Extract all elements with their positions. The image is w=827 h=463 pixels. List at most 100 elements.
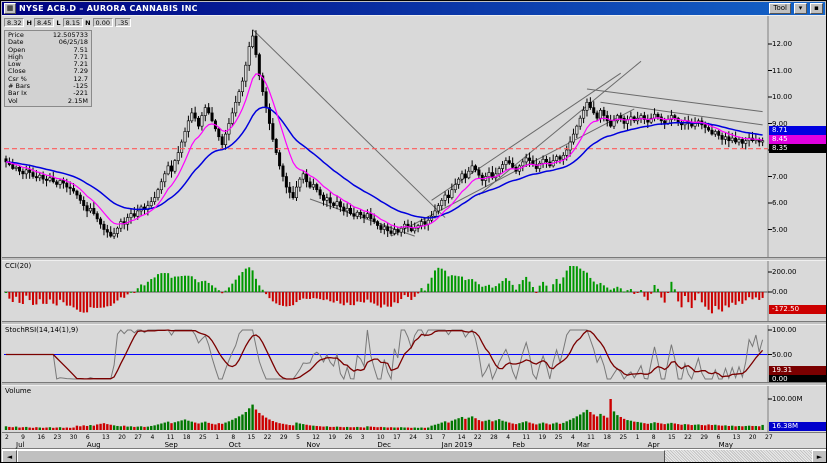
week-label: 6 (716, 434, 721, 441)
week-label: 22 (684, 434, 692, 441)
week-label: 20 (118, 434, 126, 441)
week-label: 27 (765, 434, 773, 441)
quote-cell: 8.15 (62, 18, 84, 27)
month-label: Apr (647, 441, 660, 449)
chart-app-icon[interactable]: ▦ (4, 3, 16, 14)
price-value-box: 8.35 (769, 144, 826, 154)
week-label: 25 (619, 434, 628, 441)
date-axis: 2 9 16 23 30 6 13 20 27 4 11 18 25 1 8 15 22 29 5 12 19 26 3 10… (2, 433, 826, 449)
week-label: 6 (85, 434, 90, 441)
titlebar-tool-button[interactable]: Tool (769, 3, 791, 14)
quote-cell: H (26, 18, 32, 27)
week-label: 1 (635, 434, 640, 441)
info-value: 7.21 (73, 60, 88, 69)
scroll-left-button[interactable]: ◄ (2, 450, 17, 462)
week-label: 24 (409, 434, 417, 441)
info-label: Csr % (8, 74, 27, 83)
info-row: Date 06/25/18 (8, 38, 88, 47)
info-row: High 7.71 (8, 52, 88, 61)
volume-label: Volume (5, 387, 32, 395)
info-value: 06/25/18 (58, 38, 88, 47)
quote-cell: 8.45 (33, 18, 55, 27)
info-row: Open 7.51 (8, 45, 88, 54)
price-axis-label: 12.00 (772, 40, 793, 48)
info-label: # Bars (8, 82, 31, 91)
week-label: 17 (393, 434, 401, 441)
cci-value-box: -172.50 (769, 305, 826, 315)
stochrsi-axis-label: 50.00 (772, 350, 793, 359)
stochrsi-axis-label: 100.00 (772, 326, 797, 334)
week-label: 16 (37, 434, 45, 441)
week-label: 29 (279, 434, 288, 441)
price-axis-label: 11.00 (772, 66, 793, 75)
scrollbar-thumb[interactable] (17, 450, 665, 462)
week-label: 31 (425, 434, 434, 441)
cci-label: CCI(20) (5, 262, 32, 270)
week-label: 19 (538, 434, 547, 441)
week-label: 15 (667, 434, 676, 441)
stochrsi-panel: StochRSI(14,14(1),9) 100.00 50.00 19.31 0.0… (2, 324, 827, 383)
week-label: 12 (312, 434, 320, 441)
week-label: 4 (150, 434, 155, 441)
week-label: 9 (21, 434, 25, 441)
info-row: Low 7.21 (8, 60, 88, 69)
cursor-info-panel: Price 12.505733 Date 06/25/18 Open 7.51 High 7.… (4, 30, 92, 107)
volume-panel: Volume 100.00M 16.38M (2, 385, 827, 433)
scroll-right-button[interactable]: ► (812, 450, 826, 462)
price-panel: 8.32 H 8.45 L 8.15 N 0.00.35 Price 12.505733 Dat… (2, 15, 827, 258)
info-value: 12.7 (73, 74, 88, 83)
week-label: 14 (457, 434, 466, 441)
week-label: 22 (473, 434, 482, 441)
cci-chart-canvas[interactable] (2, 261, 827, 322)
month-label: Dec (377, 441, 391, 449)
week-label: 27 (134, 434, 142, 441)
stochrsi-label: StochRSI(14,14(1),9) (5, 326, 79, 334)
stochrsi-value-box: 19.31 (769, 365, 826, 375)
info-value: 2.15M (67, 96, 88, 105)
week-label: 22 (263, 434, 272, 441)
stochrsi-chart-canvas[interactable] (2, 325, 827, 383)
horizontal-scrollbar[interactable]: ◄ ► (2, 449, 826, 462)
week-label: 20 (748, 434, 757, 441)
week-label: 4 (506, 434, 511, 441)
info-label: Price (8, 31, 24, 39)
quote-strip: 8.32 H 8.45 L 8.15 N 0.00.35 (4, 18, 132, 27)
price-axis-label: 7.00 (772, 172, 788, 181)
info-row: Csr % 12.7 (8, 74, 88, 83)
week-label: 8 (651, 434, 656, 441)
info-label: High (8, 52, 23, 61)
info-label: Bar Ix (8, 89, 27, 98)
month-label: Nov (306, 441, 321, 449)
week-label: 29 (700, 434, 708, 441)
week-label: 23 (53, 434, 62, 441)
titlebar-dropdown-button[interactable]: ▾ (794, 3, 807, 14)
titlebar-window-button[interactable]: ▪ (810, 3, 823, 14)
price-axis-label: 5.00 (772, 225, 788, 234)
week-label: 2 (5, 434, 9, 441)
week-label: 18 (182, 434, 191, 441)
month-label: May (718, 441, 734, 449)
week-label: 18 (603, 434, 611, 441)
volume-chart-canvas[interactable] (2, 386, 827, 433)
week-label: 13 (102, 434, 110, 441)
week-label: 25 (199, 434, 207, 441)
week-label: 30 (69, 434, 78, 441)
info-label: Close (8, 67, 26, 76)
cci-axis-label: 200.00 (772, 268, 797, 276)
info-value: -221 (73, 89, 88, 98)
week-label: 11 (587, 434, 595, 441)
info-row: Bar Ix -221 (8, 89, 88, 98)
quote-cell: 8.32 (4, 18, 25, 27)
info-label: Vol (8, 96, 18, 105)
info-value: -125 (73, 82, 88, 91)
price-chart-canvas[interactable] (2, 16, 827, 258)
week-label: 25 (554, 434, 563, 441)
month-label: Aug (86, 441, 101, 449)
volume-axis-label: 100.00M (772, 395, 803, 403)
week-label: 28 (490, 434, 498, 441)
week-label: 15 (247, 434, 256, 441)
week-label: 26 (344, 434, 353, 441)
week-label: 3 (360, 434, 365, 441)
info-label: Open (8, 45, 26, 54)
week-label: 8 (231, 434, 236, 441)
